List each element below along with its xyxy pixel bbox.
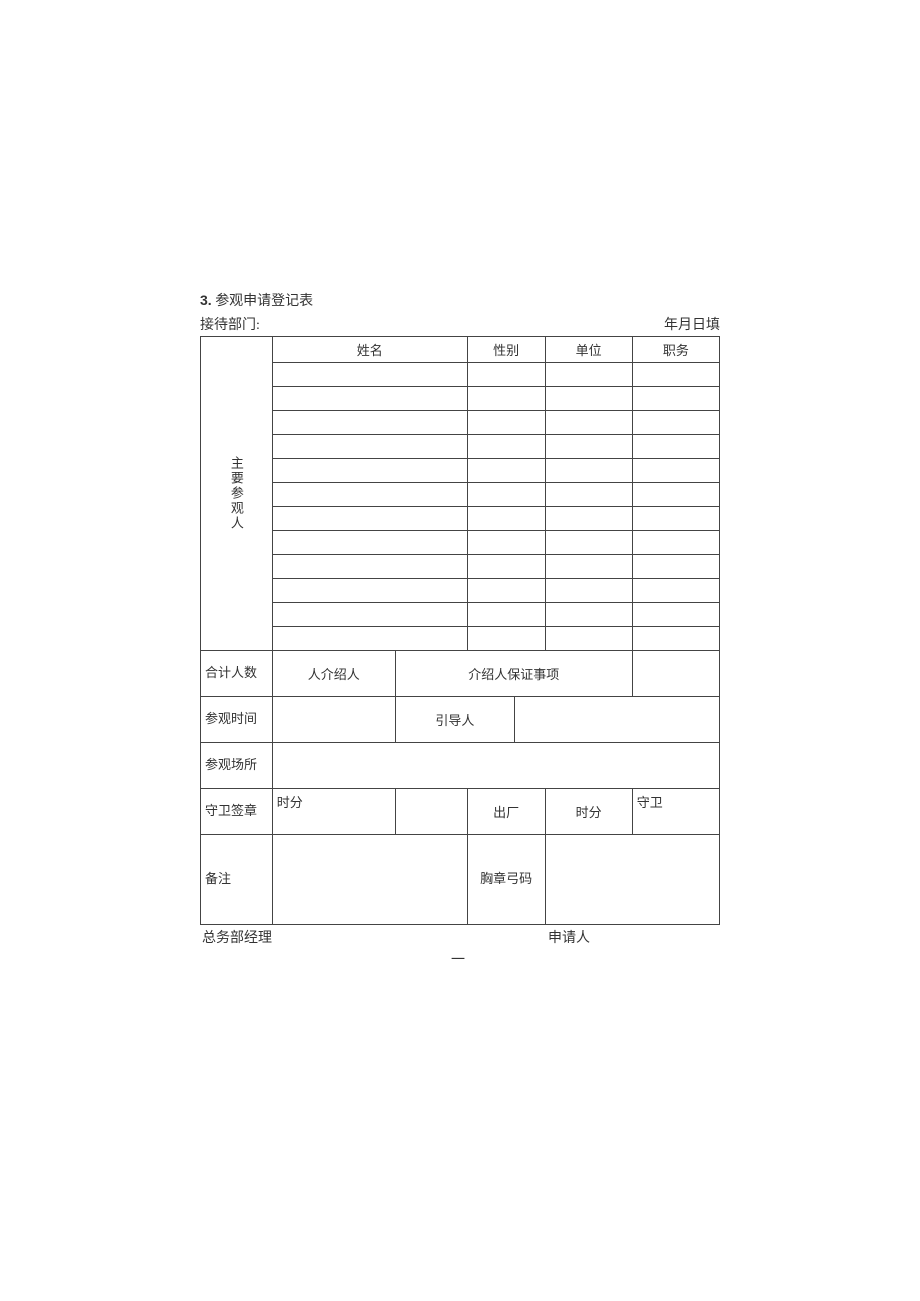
guard-time2: 时分	[545, 789, 632, 835]
topline-row: 接待部门: 年月日填	[200, 314, 720, 334]
visitor-row	[201, 459, 720, 483]
page-dash: 一	[200, 949, 720, 969]
guard-row: 守卫签章 时分 出厂 时分 守卫	[201, 789, 720, 835]
total-row: 合计人数 人介绍人 介绍人保证事项	[201, 651, 720, 697]
applicant-label: 申请人	[548, 927, 590, 947]
col-position: 职务	[632, 337, 719, 363]
total-blank	[632, 651, 719, 697]
visit-time-value	[272, 697, 395, 743]
visit-time-label: 参观时间	[201, 697, 273, 743]
heading-number: 3.	[200, 292, 212, 308]
visitor-row	[201, 555, 720, 579]
remark-label: 备注	[201, 835, 273, 925]
badge-code-label: 胸章弓码	[467, 835, 545, 925]
visitor-row	[201, 363, 720, 387]
date-fill-label: 年月日填	[664, 314, 720, 334]
visitor-row	[201, 603, 720, 627]
visitor-row	[201, 435, 720, 459]
place-row: 参观场所	[201, 743, 720, 789]
bottom-signature-row: 总务部经理 申请人	[200, 927, 720, 947]
table-header-row: 主要参观人 姓名 性别 单位 职务	[201, 337, 720, 363]
visitor-row	[201, 627, 720, 651]
visitor-row	[201, 387, 720, 411]
time-row: 参观时间 引导人	[201, 697, 720, 743]
visitor-row	[201, 411, 720, 435]
reception-dept-label: 接待部门:	[200, 314, 260, 334]
heading-title: 参观申请登记表	[215, 294, 313, 309]
total-guarantee: 介绍人保证事项	[395, 651, 632, 697]
visit-place-label: 参观场所	[201, 743, 273, 789]
side-label-visitors: 主要参观人	[201, 337, 273, 651]
remark-row: 备注 胸章弓码	[201, 835, 720, 925]
remark-value	[272, 835, 467, 925]
visitor-row	[201, 507, 720, 531]
visitor-row	[201, 483, 720, 507]
badge-code-value	[545, 835, 719, 925]
form-heading: 3. 参观申请登记表	[200, 290, 720, 310]
total-label: 合计人数	[201, 651, 273, 697]
col-unit: 单位	[545, 337, 632, 363]
visitor-row	[201, 579, 720, 603]
manager-label: 总务部经理	[202, 927, 272, 947]
visit-place-value	[272, 743, 719, 789]
guard-label2: 守卫	[632, 789, 719, 835]
leave-factory-label: 出厂	[467, 789, 545, 835]
registration-table: 主要参观人 姓名 性别 单位 职务 合计人数 人介绍人 介绍人保证事项 参观时间…	[200, 336, 720, 925]
visitor-row	[201, 531, 720, 555]
col-name: 姓名	[272, 337, 467, 363]
guard-time1: 时分	[272, 789, 395, 835]
col-gender: 性别	[467, 337, 545, 363]
guide-label: 引导人	[395, 697, 514, 743]
guide-value	[514, 697, 719, 743]
guard-sign-label: 守卫签章	[201, 789, 273, 835]
total-introducer: 人介绍人	[272, 651, 395, 697]
guard-blank1	[395, 789, 467, 835]
